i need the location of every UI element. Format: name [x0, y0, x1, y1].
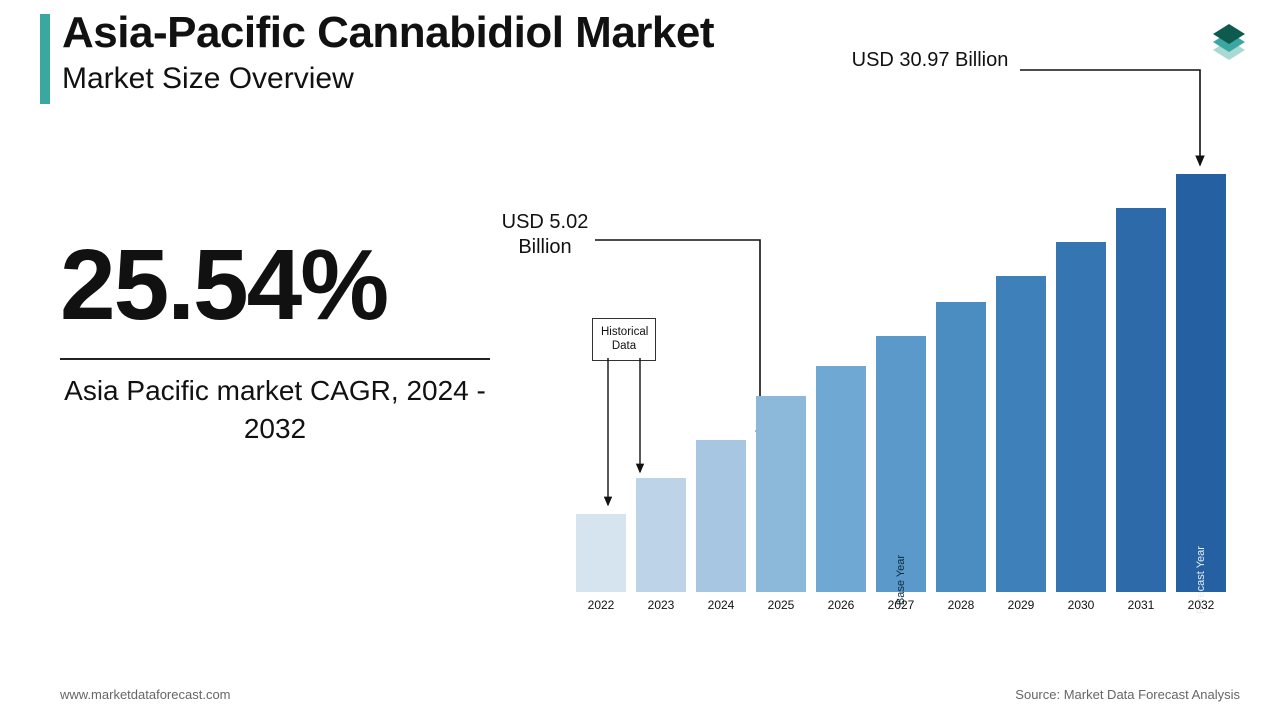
- bar-col: [636, 478, 686, 592]
- x-label: 2026: [816, 598, 866, 620]
- bar-col: Base Year: [876, 336, 926, 592]
- x-label: 2022: [576, 598, 626, 620]
- bar: [1116, 208, 1166, 592]
- bar-col: [816, 366, 866, 592]
- x-label: 2024: [696, 598, 746, 620]
- bar-col: [696, 440, 746, 592]
- x-label: 2031: [1116, 598, 1166, 620]
- bar: [576, 514, 626, 592]
- bar-col: [756, 396, 806, 592]
- x-label: 2028: [936, 598, 986, 620]
- bar-chart: Base YearForecast Year 20222023202420252…: [576, 140, 1236, 620]
- bar: [696, 440, 746, 592]
- bar-col: [936, 302, 986, 592]
- bar: Base Year: [876, 336, 926, 592]
- bar: [756, 396, 806, 592]
- bar: Forecast Year: [1176, 174, 1226, 592]
- bars-row: Base Year Forecast Year: [576, 140, 1236, 592]
- x-axis-labels: 2022 2023 2024 2025 2026 2027 2028 2029 2030 2031…: [576, 598, 1236, 620]
- footer-url: www.marketdataforecast.com: [60, 687, 231, 702]
- x-label: 2032: [1176, 598, 1226, 620]
- bar: [636, 478, 686, 592]
- x-label: 2030: [1056, 598, 1106, 620]
- page: Asia-Pacific Cannabidiol Market Market S…: [0, 0, 1280, 720]
- footer-source: Source: Market Data Forecast Analysis: [1015, 687, 1240, 702]
- x-label: 2023: [636, 598, 686, 620]
- bar: [936, 302, 986, 592]
- bar-col: [996, 276, 1046, 592]
- bar-col: [1056, 242, 1106, 592]
- bar-col: [576, 514, 626, 592]
- bar-col: [1116, 208, 1166, 592]
- bar: [996, 276, 1046, 592]
- x-label: 2027: [876, 598, 926, 620]
- bar-col: Forecast Year: [1176, 174, 1226, 592]
- x-label: 2029: [996, 598, 1046, 620]
- bar: [816, 366, 866, 592]
- x-label: 2025: [756, 598, 806, 620]
- bar: [1056, 242, 1106, 592]
